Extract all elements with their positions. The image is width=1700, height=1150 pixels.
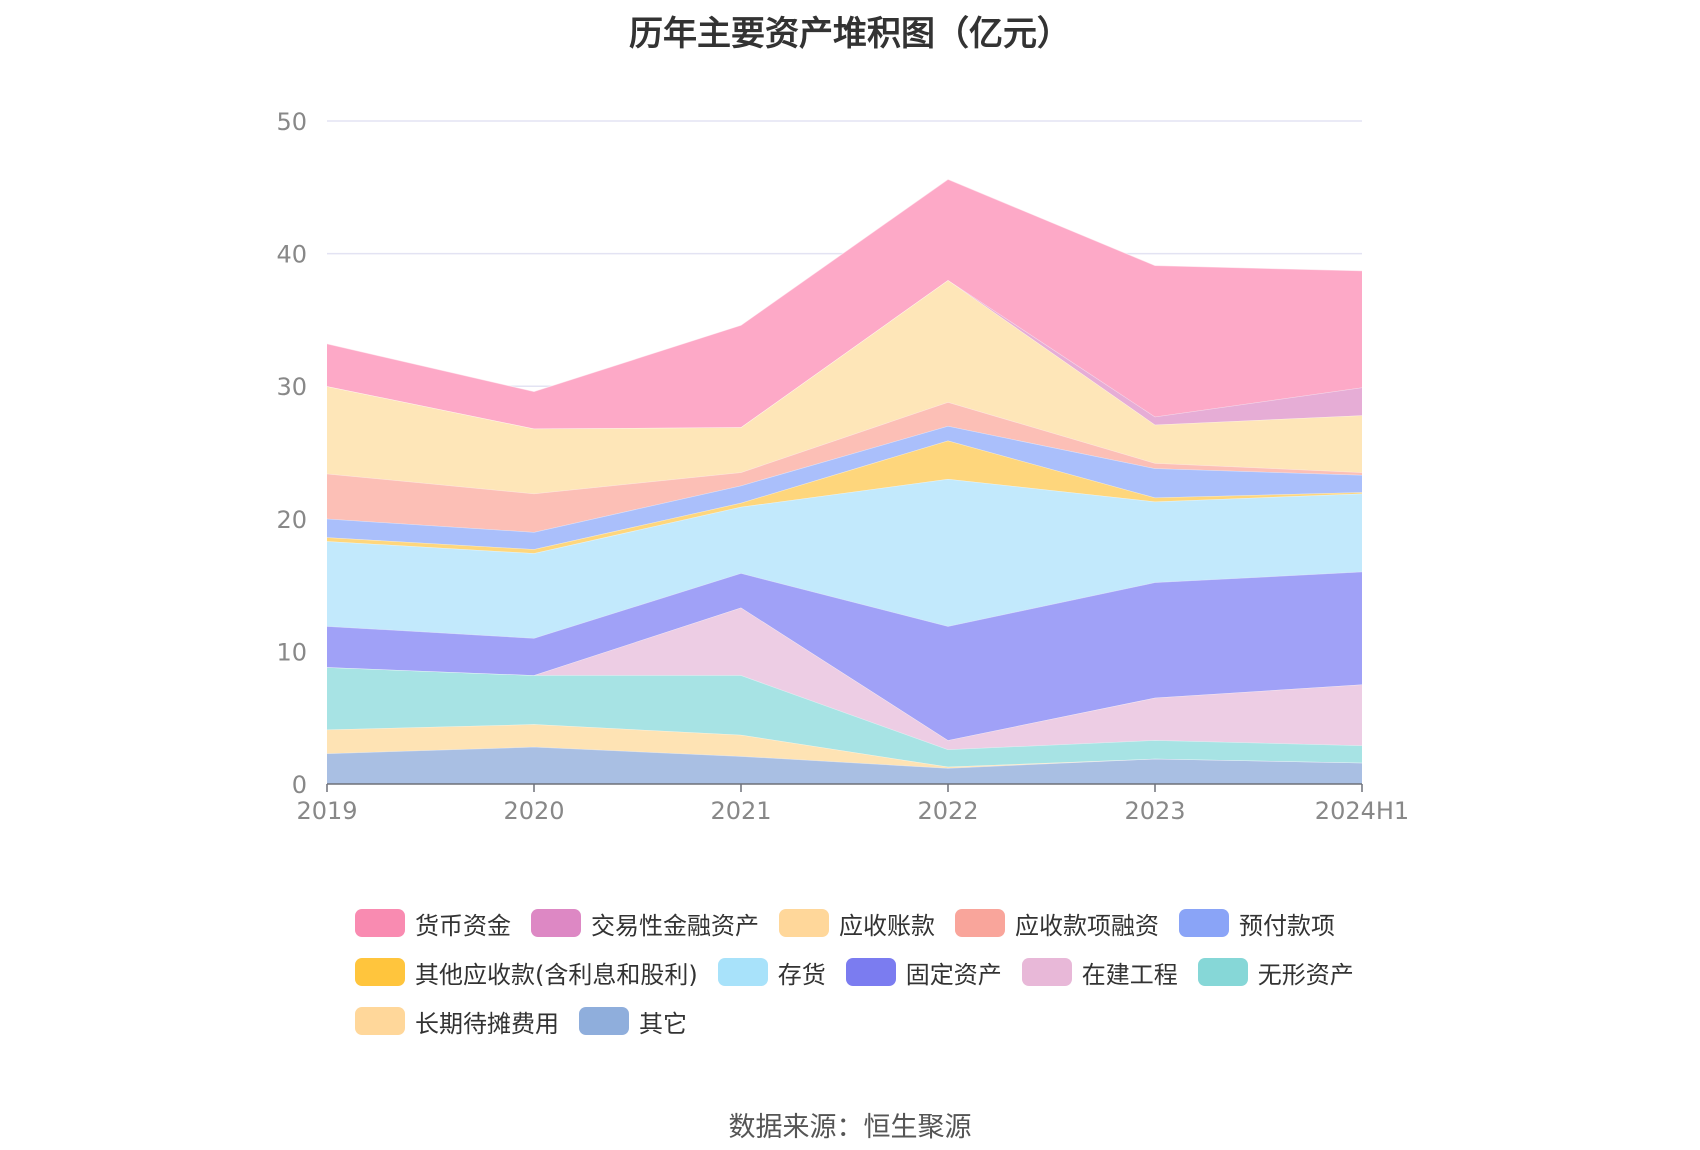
legend-swatch [1021,958,1072,986]
x-tick-label: 2023 [1124,797,1185,825]
area-series-4 [327,571,1362,741]
y-tick-label: 40 [276,241,307,269]
area-series-1 [327,724,1362,769]
legend-swatch [845,958,896,986]
axis-layer: 0 10 20 30 40 50 2019 2020 2021 2022 2023 2024H1 [276,108,1409,825]
legend-swatch [955,909,1005,937]
area-series-3 [327,607,1362,750]
legend-swatch [1197,958,1248,986]
legend-label: 长期待摊费用 [415,1009,559,1038]
legend-swatch [717,958,768,986]
x-tick-label: 2022 [917,797,978,825]
data-source: 数据来源：恒生聚源 [728,1112,972,1143]
legend-item[interactable]: 其他应收款(含利息和股利) [355,954,698,990]
area-series-5 [327,479,1362,639]
area-series-0 [327,746,1362,784]
y-tick-label: 10 [276,638,307,666]
legend-item[interactable]: 固定资产 [845,954,1002,990]
legend-item[interactable]: 无形资产 [1197,954,1354,990]
legend-label: 预付款项 [1239,911,1335,940]
legend-swatch [355,958,405,986]
legend-swatch [1179,909,1229,937]
area-layer [326,178,1363,784]
chart-title: 历年主要资产堆积图（亿元） [629,14,1071,54]
y-tick-label: 20 [276,506,307,534]
y-tick-label: 30 [276,373,307,401]
legend-label: 无形资产 [1257,960,1354,989]
area-series-11 [327,179,1362,429]
legend-item[interactable]: 长期待摊费用 [355,1003,559,1039]
area-edge-11 [326,178,1363,393]
legend: 货币资金 交易性金融资产 应收账款 应收款项融资 预付款项其他应收款(含利息和股利) 存货… [355,905,1365,1039]
legend-swatch [779,909,829,937]
legend-item[interactable]: 交易性金融资产 [531,905,759,941]
area-series-7 [327,426,1362,550]
legend-item[interactable]: 其它 [579,1003,687,1039]
legend-label: 应收款项融资 [1015,911,1159,940]
area-series-10 [327,280,1362,429]
x-tick-label: 2021 [710,797,771,825]
y-tick-label: 0 [292,771,307,799]
legend-item[interactable]: 存货 [717,954,826,990]
legend-label: 存货 [777,960,826,989]
legend-label: 在建工程 [1081,960,1178,989]
legend-label: 交易性金融资产 [591,911,759,940]
legend-swatch [355,909,405,937]
legend-item[interactable]: 在建工程 [1021,954,1178,990]
x-tick-label: 2019 [296,797,357,825]
legend-item[interactable]: 货币资金 [355,905,511,941]
legend-swatch [531,909,581,937]
legend-label: 其它 [639,1009,687,1038]
legend-item[interactable]: 应收账款 [779,905,935,941]
legend-item[interactable]: 预付款项 [1179,905,1335,941]
y-tick-label: 50 [276,108,307,136]
area-series-2 [327,667,1362,767]
legend-label: 其他应收款(含利息和股利) [415,960,698,989]
legend-swatch [579,1007,629,1035]
legend-label: 应收账款 [839,911,935,940]
x-tick-label: 2024H1 [1315,797,1409,825]
area-series-8 [327,402,1362,533]
legend-label: 货币资金 [415,911,511,940]
x-tick-label: 2020 [503,797,564,825]
legend-swatch [355,1007,405,1035]
area-series-9 [327,280,1362,494]
legend-label: 固定资产 [905,960,1002,989]
legend-item[interactable]: 应收款项融资 [955,905,1159,941]
